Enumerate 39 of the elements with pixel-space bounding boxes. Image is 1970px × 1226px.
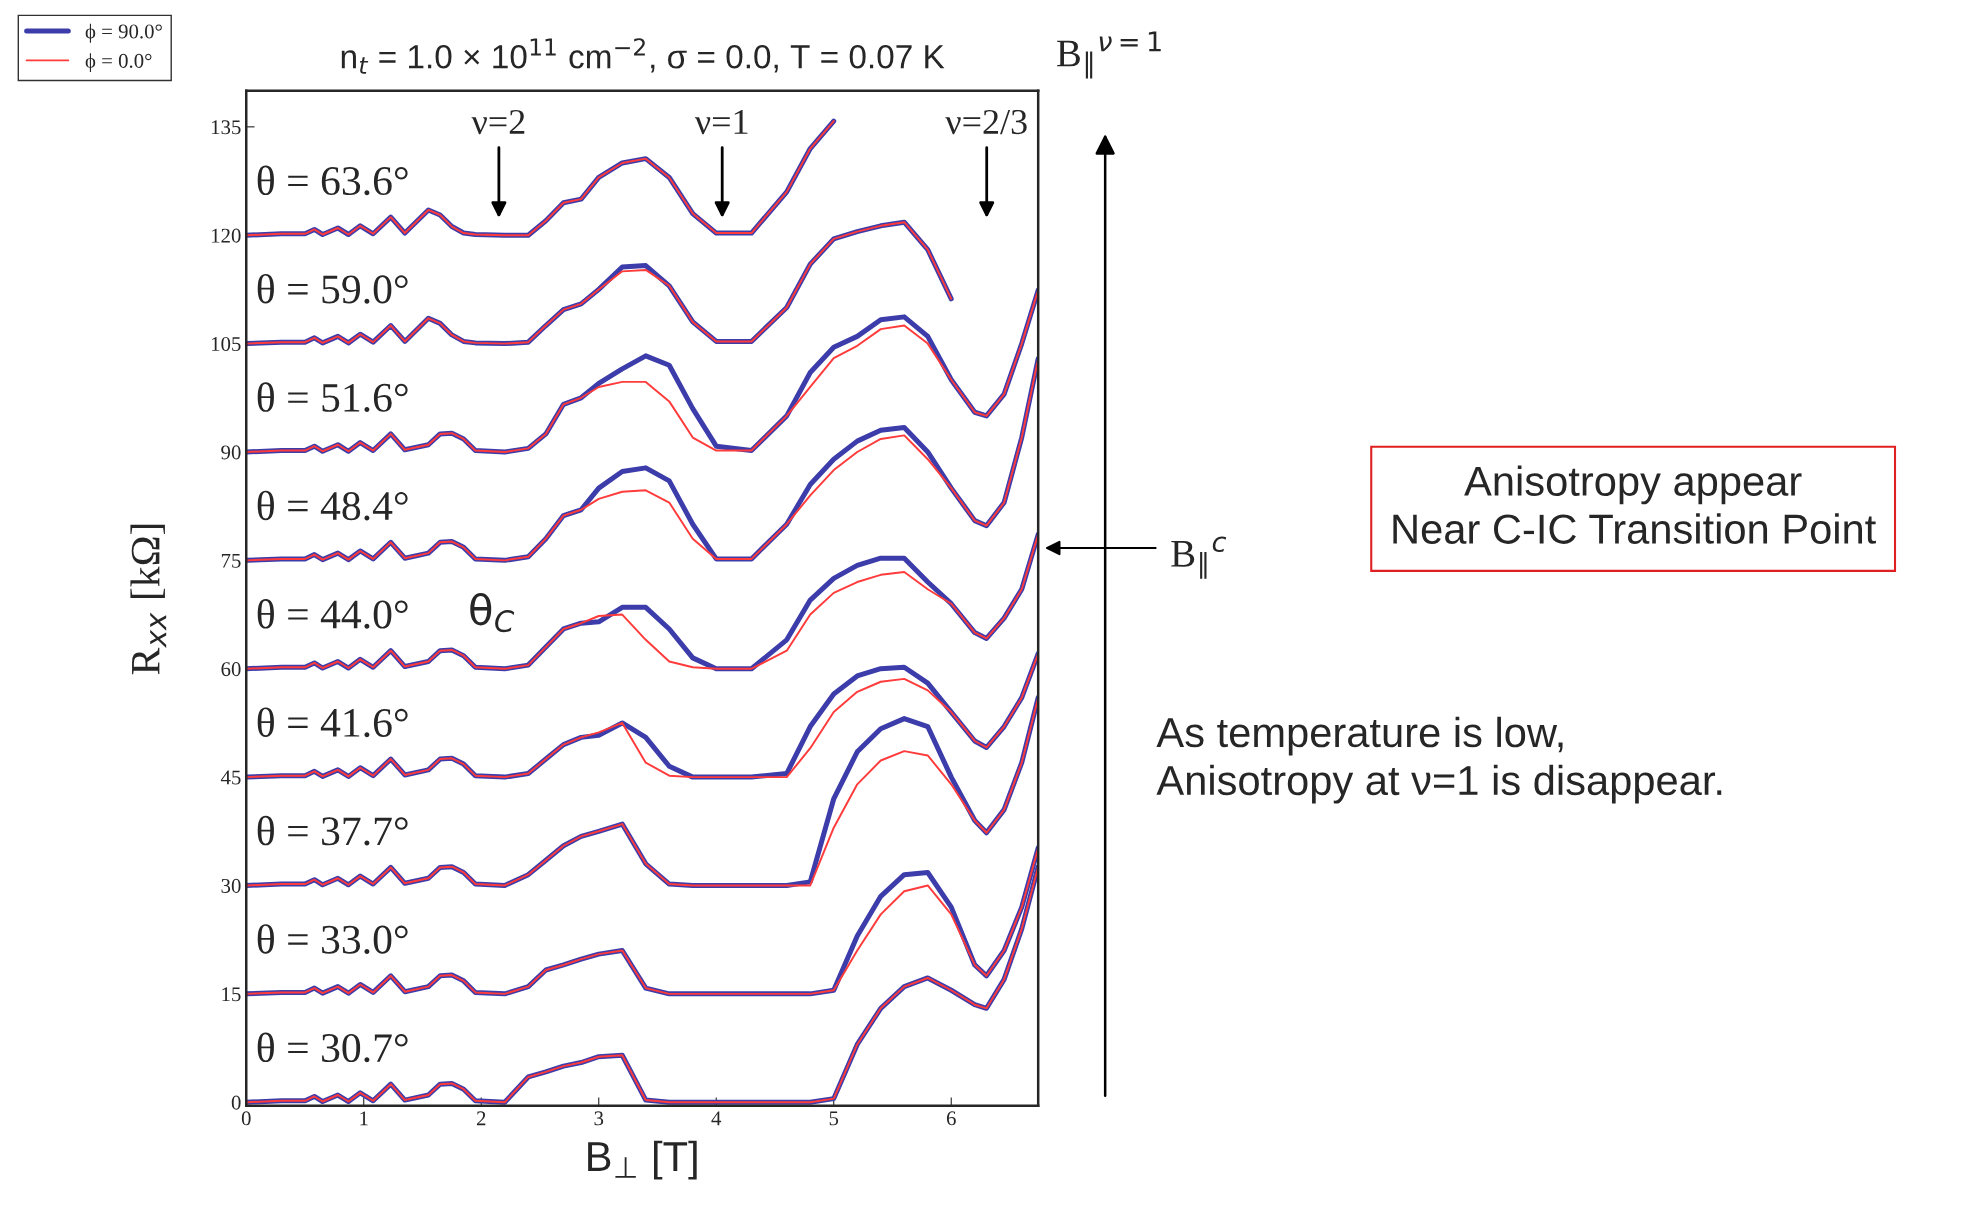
annotation: θ = 63.6° [257, 165, 408, 196]
annotation: ν=2 [471, 109, 525, 135]
y-tick-label: 105 [211, 336, 241, 352]
y-tick-label: 0 [231, 1095, 241, 1110]
x-tick-label: 2 [476, 1111, 486, 1126]
y-tick-label: 75 [221, 553, 241, 568]
legend-label: ϕ = 90.0° [85, 23, 162, 43]
y-tick-label: 15 [222, 987, 241, 1002]
annotation: θ = 44.0° [257, 599, 408, 629]
annotation: θ = 30.7° [257, 1032, 408, 1063]
text: B$_{∥}$$^{c}$ [1171, 536, 1227, 579]
annotation: θ = 51.6° [257, 382, 408, 413]
annotation: θ = 59.0° [257, 273, 408, 304]
x-tick-label: 5 [829, 1111, 839, 1126]
y-tick-label: 135 [211, 120, 241, 135]
x-tick-label: 6 [946, 1111, 956, 1126]
annotation: θ = 48.4° [257, 490, 408, 521]
x-tick-label: 1 [360, 1111, 368, 1126]
annotation: θ$_{C}$ [470, 592, 515, 633]
chart-title: n$_{t}$ = 1.0 × 10$^{11}$ cm$^{−2}$, σ = 0.0, T = 0.07 K [341, 38, 945, 74]
y-tick-label: 30 [221, 878, 241, 893]
x-tick-label: 3 [594, 1111, 604, 1126]
x-axis-title: B$_{⊥}$ [T] [588, 1140, 697, 1180]
text: Anisotropy appear Near C-IC Transition Point [1393, 465, 1876, 544]
annotation: θ = 33.0° [257, 924, 408, 954]
annotation: θ = 37.7° [257, 815, 408, 846]
text: B$_{∥}$$^{ν=1}$ [1057, 31, 1161, 79]
annotation: ν=1 [694, 109, 748, 135]
y-tick-label: 45 [220, 770, 241, 785]
legend-label: ϕ = 0.0° [85, 53, 152, 73]
text: As temperature is low, Anisotropy at ν=1 is disappear. [1156, 716, 1722, 804]
x-tick-label: 0 [241, 1111, 251, 1126]
y-tick-label: 60 [221, 662, 241, 677]
y-tick-label: 120 [211, 228, 241, 243]
y-tick-label: 90 [221, 445, 241, 460]
x-tick-label: 4 [711, 1111, 722, 1126]
annotation: ν=2/3 [945, 109, 1027, 135]
y-axis-title: R$_{xx}$ [kΩ] [130, 524, 167, 675]
annotation: θ = 41.6° [257, 707, 408, 738]
